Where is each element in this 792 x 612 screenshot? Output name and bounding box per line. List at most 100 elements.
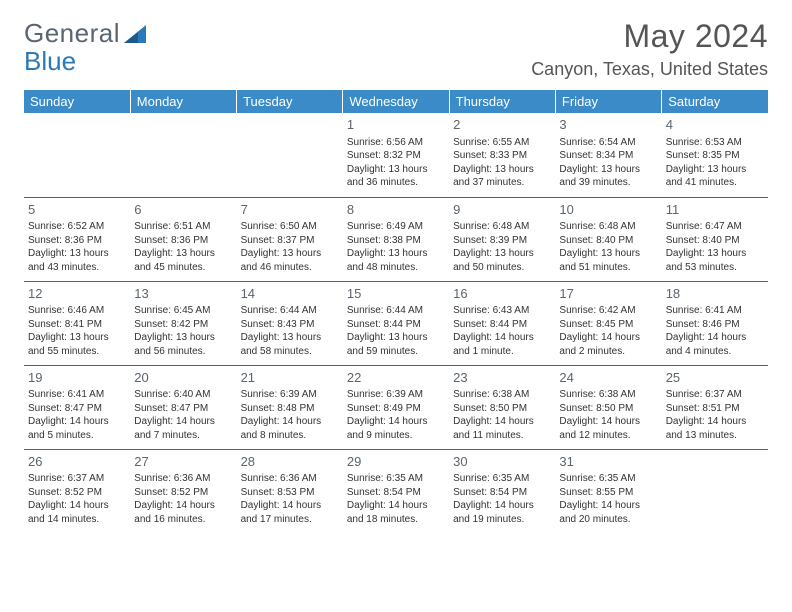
daylight-text: Daylight: 13 hours xyxy=(28,331,126,345)
day-number: 3 xyxy=(559,116,657,134)
brand-part2: Blue xyxy=(24,46,76,77)
sunrise-text: Sunrise: 6:54 AM xyxy=(559,136,657,150)
daylight-text: Daylight: 14 hours xyxy=(559,331,657,345)
daylight-text: Daylight: 14 hours xyxy=(134,415,232,429)
day-number: 24 xyxy=(559,369,657,387)
daylight-text: Daylight: 14 hours xyxy=(28,499,126,513)
calendar-cell: 13Sunrise: 6:45 AMSunset: 8:42 PMDayligh… xyxy=(130,281,236,365)
sunset-text: Sunset: 8:37 PM xyxy=(241,234,339,248)
calendar-cell: 23Sunrise: 6:38 AMSunset: 8:50 PMDayligh… xyxy=(449,365,555,449)
daylight-text: Daylight: 14 hours xyxy=(559,499,657,513)
day-number: 4 xyxy=(666,116,764,134)
day-number: 15 xyxy=(347,285,445,303)
calendar-row: 26Sunrise: 6:37 AMSunset: 8:52 PMDayligh… xyxy=(24,449,768,533)
calendar-cell: 26Sunrise: 6:37 AMSunset: 8:52 PMDayligh… xyxy=(24,449,130,533)
day-number: 14 xyxy=(241,285,339,303)
daylight-text: and 14 minutes. xyxy=(28,513,126,527)
day-number: 5 xyxy=(28,201,126,219)
daylight-text: and 4 minutes. xyxy=(666,345,764,359)
day-number: 17 xyxy=(559,285,657,303)
daylight-text: and 59 minutes. xyxy=(347,345,445,359)
daylight-text: and 51 minutes. xyxy=(559,261,657,275)
calendar-cell: 4Sunrise: 6:53 AMSunset: 8:35 PMDaylight… xyxy=(662,113,768,197)
sunset-text: Sunset: 8:39 PM xyxy=(453,234,551,248)
sunset-text: Sunset: 8:53 PM xyxy=(241,486,339,500)
month-title: May 2024 xyxy=(531,18,768,55)
sunrise-text: Sunrise: 6:36 AM xyxy=(134,472,232,486)
sunrise-text: Sunrise: 6:43 AM xyxy=(453,304,551,318)
sunrise-text: Sunrise: 6:48 AM xyxy=(453,220,551,234)
brand-part1: General xyxy=(24,18,120,49)
sunrise-text: Sunrise: 6:39 AM xyxy=(347,388,445,402)
day-header: Thursday xyxy=(449,90,555,113)
sunrise-text: Sunrise: 6:37 AM xyxy=(666,388,764,402)
day-header: Saturday xyxy=(662,90,768,113)
daylight-text: and 58 minutes. xyxy=(241,345,339,359)
calendar-cell: 17Sunrise: 6:42 AMSunset: 8:45 PMDayligh… xyxy=(555,281,661,365)
sunset-text: Sunset: 8:36 PM xyxy=(28,234,126,248)
sunrise-text: Sunrise: 6:46 AM xyxy=(28,304,126,318)
daylight-text: and 45 minutes. xyxy=(134,261,232,275)
daylight-text: Daylight: 14 hours xyxy=(453,415,551,429)
sunrise-text: Sunrise: 6:45 AM xyxy=(134,304,232,318)
daylight-text: and 19 minutes. xyxy=(453,513,551,527)
day-number: 29 xyxy=(347,453,445,471)
day-number: 8 xyxy=(347,201,445,219)
calendar-cell: 6Sunrise: 6:51 AMSunset: 8:36 PMDaylight… xyxy=(130,197,236,281)
daylight-text: Daylight: 14 hours xyxy=(241,499,339,513)
sunrise-text: Sunrise: 6:44 AM xyxy=(347,304,445,318)
daylight-text: Daylight: 13 hours xyxy=(241,331,339,345)
sunset-text: Sunset: 8:52 PM xyxy=(134,486,232,500)
day-number: 10 xyxy=(559,201,657,219)
day-header: Friday xyxy=(555,90,661,113)
sunset-text: Sunset: 8:40 PM xyxy=(666,234,764,248)
day-number: 23 xyxy=(453,369,551,387)
calendar-cell-empty xyxy=(130,113,236,197)
daylight-text: and 17 minutes. xyxy=(241,513,339,527)
sunset-text: Sunset: 8:48 PM xyxy=(241,402,339,416)
day-number: 1 xyxy=(347,116,445,134)
sunrise-text: Sunrise: 6:44 AM xyxy=(241,304,339,318)
day-number: 25 xyxy=(666,369,764,387)
calendar-cell: 16Sunrise: 6:43 AMSunset: 8:44 PMDayligh… xyxy=(449,281,555,365)
sunrise-text: Sunrise: 6:35 AM xyxy=(347,472,445,486)
daylight-text: Daylight: 14 hours xyxy=(28,415,126,429)
sunrise-text: Sunrise: 6:56 AM xyxy=(347,136,445,150)
brand-triangle-icon xyxy=(124,25,146,43)
calendar-cell: 2Sunrise: 6:55 AMSunset: 8:33 PMDaylight… xyxy=(449,113,555,197)
calendar-table: SundayMondayTuesdayWednesdayThursdayFrid… xyxy=(24,90,768,533)
sunset-text: Sunset: 8:44 PM xyxy=(347,318,445,332)
daylight-text: Daylight: 14 hours xyxy=(453,331,551,345)
daylight-text: and 41 minutes. xyxy=(666,176,764,190)
day-number: 19 xyxy=(28,369,126,387)
daylight-text: and 50 minutes. xyxy=(453,261,551,275)
calendar-cell-empty xyxy=(24,113,130,197)
sunrise-text: Sunrise: 6:38 AM xyxy=(453,388,551,402)
day-number: 11 xyxy=(666,201,764,219)
sunrise-text: Sunrise: 6:35 AM xyxy=(453,472,551,486)
calendar-cell: 7Sunrise: 6:50 AMSunset: 8:37 PMDaylight… xyxy=(237,197,343,281)
daylight-text: and 43 minutes. xyxy=(28,261,126,275)
sunrise-text: Sunrise: 6:47 AM xyxy=(666,220,764,234)
calendar-row: 19Sunrise: 6:41 AMSunset: 8:47 PMDayligh… xyxy=(24,365,768,449)
calendar-cell: 18Sunrise: 6:41 AMSunset: 8:46 PMDayligh… xyxy=(662,281,768,365)
daylight-text: Daylight: 13 hours xyxy=(559,247,657,261)
calendar-row: 5Sunrise: 6:52 AMSunset: 8:36 PM Daylight… xyxy=(24,197,768,281)
sunrise-text: Sunrise: 6:52 AM xyxy=(28,220,126,234)
calendar-cell-empty xyxy=(662,449,768,533)
daylight-text: Daylight: 13 hours xyxy=(134,247,232,261)
daylight-text: Daylight: 13 hours xyxy=(453,163,551,177)
sunset-text: Sunset: 8:49 PM xyxy=(347,402,445,416)
daylight-text: Daylight: 13 hours xyxy=(559,163,657,177)
daylight-text: Daylight: 13 hours xyxy=(347,163,445,177)
daylight-text: Daylight: 14 hours xyxy=(666,415,764,429)
calendar-cell: 20Sunrise: 6:40 AMSunset: 8:47 PMDayligh… xyxy=(130,365,236,449)
day-number: 16 xyxy=(453,285,551,303)
calendar-cell: 11Sunrise: 6:47 AMSunset: 8:40 PMDayligh… xyxy=(662,197,768,281)
sunset-text: Sunset: 8:45 PM xyxy=(559,318,657,332)
daylight-text: and 7 minutes. xyxy=(134,429,232,443)
day-header: Sunday xyxy=(24,90,130,113)
sunrise-text: Sunrise: 6:48 AM xyxy=(559,220,657,234)
daylight-text: Daylight: 13 hours xyxy=(666,163,764,177)
daylight-text: Daylight: 13 hours xyxy=(666,247,764,261)
